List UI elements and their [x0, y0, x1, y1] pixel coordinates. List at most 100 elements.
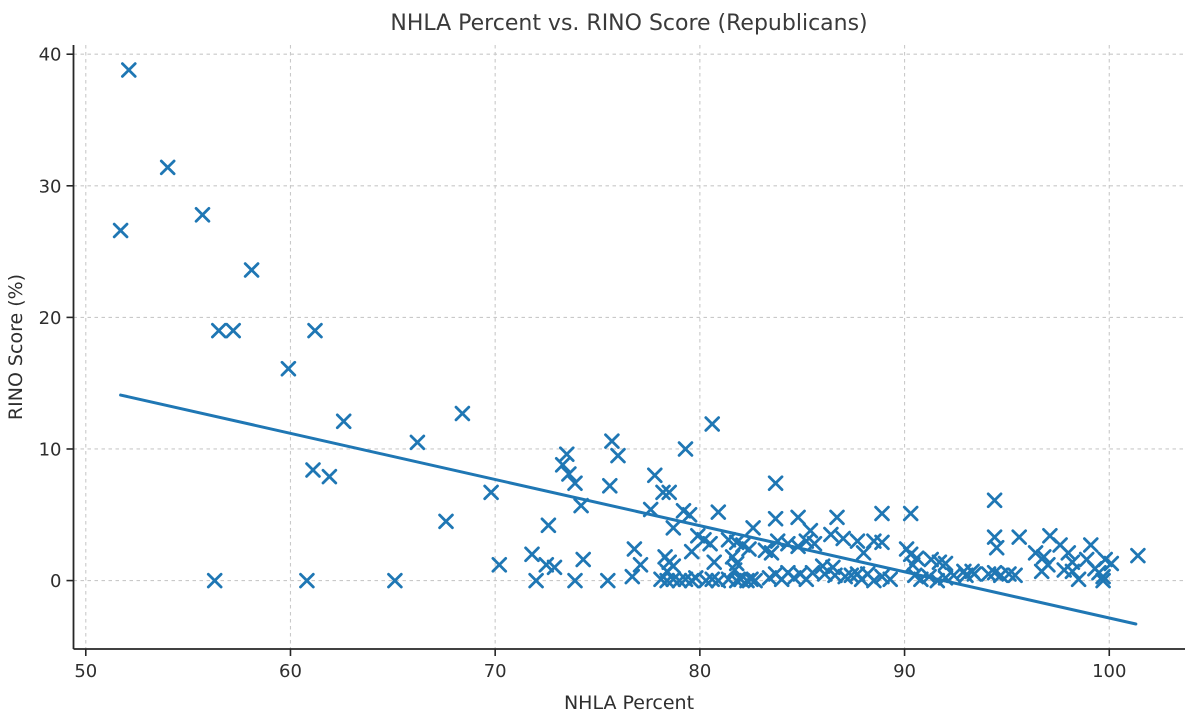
- scatter-point: [874, 505, 890, 522]
- scatter-point: [829, 509, 845, 526]
- scatter-point: [601, 477, 618, 494]
- scatter-point: [567, 475, 583, 492]
- scatter-point: [483, 484, 499, 501]
- scatter-point: [438, 513, 454, 530]
- scatter-point: [902, 505, 919, 522]
- chart-title: NHLA Percent vs. RINO Score (Republicans…: [390, 11, 867, 36]
- scatter-point: [524, 546, 540, 563]
- scatter-point: [280, 360, 297, 377]
- scatter-point: [806, 535, 823, 552]
- scatter-point: [546, 559, 563, 576]
- scatter-point: [866, 572, 882, 589]
- scatter-point: [573, 497, 589, 514]
- scatter-point: [724, 549, 741, 565]
- scatter-point: [790, 538, 806, 555]
- axes-layer: 50 60 70 80 90 100 0 10 20 30 40: [39, 45, 1185, 682]
- scatter-point: [1095, 572, 1111, 589]
- trend-line-layer: [119, 393, 1138, 626]
- trend-line: [119, 393, 1138, 626]
- scatter-point: [790, 509, 806, 526]
- scatter-point: [610, 447, 626, 464]
- scatter-point: [710, 504, 727, 520]
- scatter-point: [1007, 567, 1023, 584]
- y-tick-label: 20: [39, 308, 62, 329]
- scatter-point: [706, 554, 723, 571]
- scatter-point: [299, 572, 315, 589]
- scatter-point: [745, 520, 761, 536]
- scatter-point: [1083, 537, 1099, 553]
- scatter-point: [528, 572, 544, 589]
- scatter-point: [1103, 555, 1120, 572]
- scatter-point: [1027, 545, 1044, 561]
- scatter-point: [986, 492, 1003, 509]
- scatter-point: [665, 520, 682, 536]
- scatter-point: [683, 543, 700, 560]
- scatter-point: [720, 531, 737, 548]
- x-tick-label: 60: [279, 661, 302, 682]
- scatter-point: [763, 545, 780, 561]
- scatter-point: [874, 534, 890, 551]
- scatter-point: [945, 567, 962, 584]
- scatter-point: [409, 434, 426, 451]
- scatter-point: [538, 556, 555, 573]
- scatter-point: [307, 322, 323, 339]
- scatter-point: [575, 551, 592, 568]
- scatter-point: [159, 159, 176, 176]
- scatter-point: [632, 556, 649, 573]
- x-tick-label: 70: [484, 661, 507, 682]
- scatter-point: [1033, 563, 1050, 580]
- scatter-point: [702, 535, 718, 552]
- scatter-point: [874, 568, 890, 585]
- scatter-point: [681, 506, 698, 523]
- scatter-point: [194, 207, 211, 223]
- scatter-point: [206, 572, 223, 589]
- scatter-point: [387, 572, 403, 589]
- scatter-point: [937, 555, 954, 572]
- scatter-point: [988, 539, 1005, 556]
- y-tick-label: 30: [39, 176, 62, 197]
- scatter-point: [823, 526, 839, 543]
- scatter-point: [655, 484, 671, 501]
- scatter-point: [661, 484, 678, 501]
- scatter-point: [804, 564, 821, 581]
- y-tick-label: 40: [39, 45, 62, 66]
- grid-layer: [73, 45, 1185, 649]
- scatter-point: [305, 462, 321, 478]
- x-tick-label: 100: [1092, 661, 1126, 682]
- scatter-points-layer: [112, 62, 1146, 589]
- scatter-point: [558, 446, 575, 463]
- scatter-point: [767, 510, 784, 527]
- scatter-point: [243, 262, 260, 278]
- scatter-point: [1095, 568, 1111, 585]
- scatter-point: [966, 566, 983, 582]
- y-tick-label: 10: [39, 439, 62, 460]
- scatter-point: [321, 468, 338, 485]
- y-tick-label: 0: [50, 571, 61, 592]
- scatter-point: [554, 456, 571, 473]
- scatter-point: [908, 550, 925, 567]
- scatter-point: [225, 322, 241, 339]
- scatter-point: [642, 501, 659, 518]
- scatter-point: [937, 570, 954, 586]
- scatter-point: [540, 517, 557, 534]
- scatter-point: [561, 466, 577, 482]
- scatter-point: [798, 533, 815, 549]
- scatter-point: [599, 572, 616, 589]
- scatter-point: [677, 441, 694, 457]
- scatter-point: [929, 572, 946, 589]
- scatter-point: [491, 556, 508, 573]
- scatter-point: [923, 551, 940, 568]
- scatter-point: [882, 571, 899, 588]
- scatter-point: [802, 522, 819, 539]
- scatter-point: [626, 541, 643, 557]
- scatter-point: [921, 568, 937, 585]
- scatter-point: [604, 433, 620, 449]
- x-tick-label: 50: [74, 661, 97, 682]
- scatter-point: [1011, 529, 1028, 545]
- x-axis-label: NHLA Percent: [564, 692, 694, 714]
- scatter-point: [1070, 571, 1087, 588]
- x-tick-label: 90: [893, 661, 916, 682]
- scatter-point: [743, 571, 759, 588]
- scatter-point: [211, 322, 227, 339]
